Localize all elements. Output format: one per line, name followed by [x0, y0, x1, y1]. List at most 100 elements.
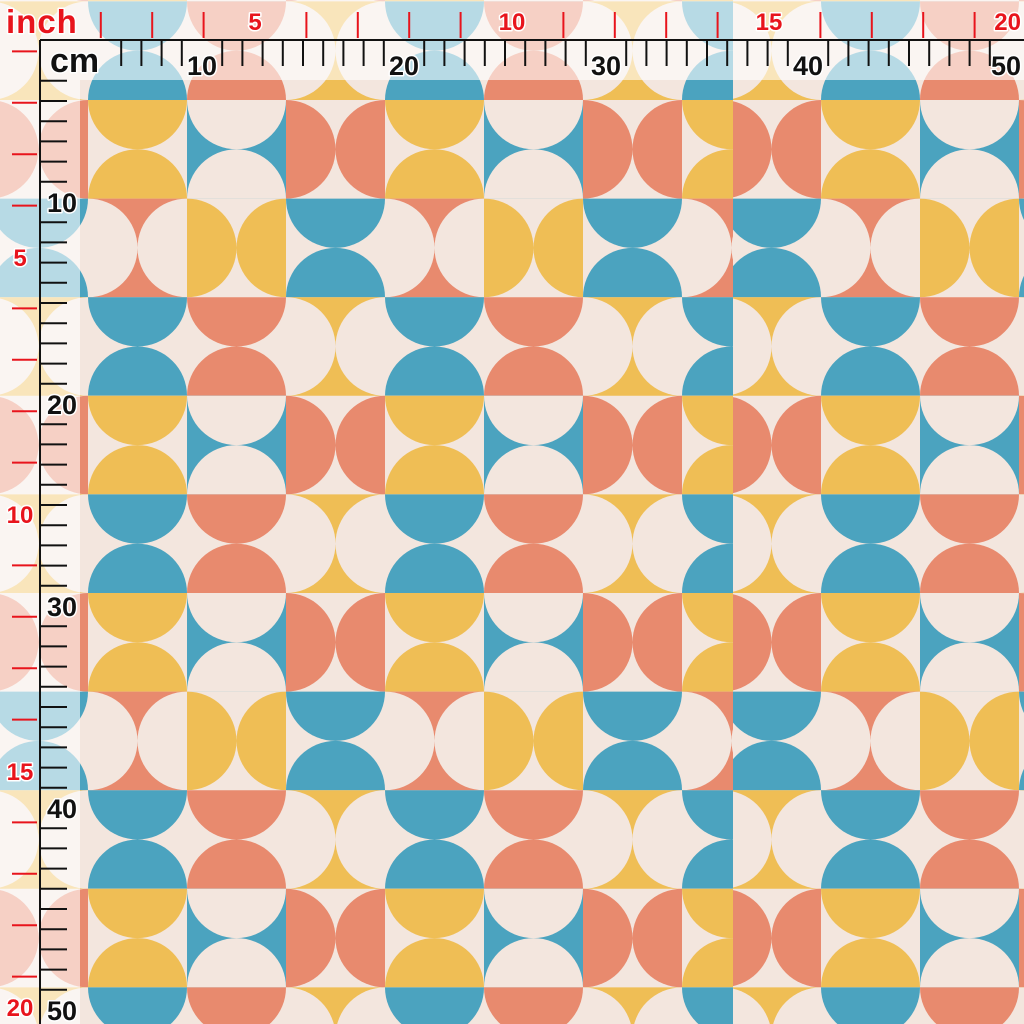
pattern-tile	[682, 395, 733, 495]
pattern-tile	[88, 888, 188, 988]
half-disc	[88, 543, 187, 593]
top-inch-label: 15	[756, 9, 783, 36]
half-disc	[632, 790, 682, 889]
half-disc	[484, 297, 583, 347]
pattern-tile	[920, 395, 1020, 495]
pattern-tile	[821, 691, 921, 791]
half-disc	[733, 890, 772, 987]
pattern-tile	[583, 593, 683, 693]
left-cm-label: 30	[47, 592, 77, 622]
half-disc	[434, 691, 484, 791]
half-disc	[920, 346, 1019, 396]
pattern-tile	[484, 593, 584, 693]
half-disc	[632, 593, 682, 692]
top-inch-label: 10	[499, 9, 526, 36]
pattern-tile	[286, 691, 386, 791]
tile-ground	[1019, 198, 1024, 298]
pattern-tile	[920, 593, 1020, 693]
pattern-tile	[286, 100, 386, 200]
half-disc	[821, 839, 920, 889]
half-disc	[88, 790, 187, 840]
half-disc	[821, 297, 920, 347]
half-disc	[682, 445, 733, 495]
pattern-tile	[583, 297, 683, 397]
pattern-tile	[682, 790, 733, 890]
pattern-tile	[484, 494, 584, 594]
half-disc	[583, 790, 633, 889]
pattern-tile	[920, 691, 1020, 791]
pattern-tile	[286, 494, 386, 594]
half-disc	[88, 346, 187, 396]
half-disc	[920, 790, 1019, 840]
half-disc	[88, 839, 187, 889]
half-disc	[682, 642, 733, 692]
pattern-tile	[733, 987, 822, 1024]
pattern-tile	[88, 494, 188, 594]
half-disc	[920, 198, 970, 298]
half-disc	[137, 691, 187, 791]
pattern-tile	[733, 297, 822, 397]
pattern-tile	[88, 100, 188, 200]
half-disc	[385, 839, 484, 889]
pattern-tile	[583, 198, 683, 298]
pattern-tile	[187, 691, 287, 791]
half-disc	[484, 691, 534, 791]
half-disc	[733, 791, 772, 888]
half-disc	[484, 888, 583, 939]
half-disc	[733, 988, 770, 1024]
half-disc	[385, 938, 484, 988]
pattern-tile	[733, 593, 822, 693]
half-disc	[771, 100, 821, 199]
pattern-tile	[682, 198, 733, 298]
half-disc	[920, 543, 1019, 593]
left-inch-label: 5	[13, 245, 26, 272]
half-disc	[733, 298, 772, 395]
tile-ground	[1019, 691, 1024, 791]
half-disc	[682, 839, 733, 889]
ruler-ticks	[12, 12, 991, 991]
half-disc	[187, 642, 286, 692]
half-disc	[682, 790, 733, 840]
half-disc	[1019, 297, 1024, 396]
half-disc	[682, 691, 732, 791]
half-disc	[771, 297, 821, 396]
half-disc	[920, 297, 1019, 347]
pattern-tile	[286, 790, 386, 890]
pattern-tile	[484, 888, 584, 988]
pattern-tile	[733, 198, 822, 298]
ruler-labels: inch cm 5 10 15 20 5 10 15 20 10 20 30 40 50 10 20 30 40…	[5, 2, 1023, 1024]
half-disc	[385, 593, 484, 643]
pattern-tile	[385, 494, 485, 594]
pattern-tile	[920, 987, 1020, 1024]
left-inch-label: 15	[7, 759, 34, 786]
pattern-tile	[385, 593, 485, 693]
half-disc	[88, 198, 138, 298]
pattern-tile	[187, 593, 287, 693]
half-disc	[1019, 888, 1024, 988]
pattern-tile	[682, 987, 733, 1024]
half-disc	[920, 149, 1019, 199]
half-disc	[335, 790, 385, 889]
half-disc	[137, 198, 187, 298]
pattern-tile	[385, 395, 485, 495]
half-disc	[583, 247, 682, 298]
pattern-tile	[1019, 198, 1024, 298]
half-disc	[821, 100, 920, 150]
half-disc	[583, 691, 682, 741]
half-disc	[920, 888, 1019, 939]
half-disc	[533, 198, 583, 298]
pattern-tile	[88, 691, 188, 791]
pattern-tile	[733, 494, 822, 594]
pattern-tile	[187, 100, 287, 200]
top-cm-label: 50	[991, 51, 1021, 81]
pattern-tile	[733, 100, 822, 200]
half-disc	[484, 543, 583, 593]
pattern-tile	[286, 198, 386, 298]
half-disc	[335, 100, 385, 199]
half-disc	[632, 888, 682, 988]
pattern-tile	[88, 395, 188, 495]
half-disc	[88, 395, 187, 446]
half-disc	[821, 149, 920, 199]
half-disc	[733, 101, 772, 198]
